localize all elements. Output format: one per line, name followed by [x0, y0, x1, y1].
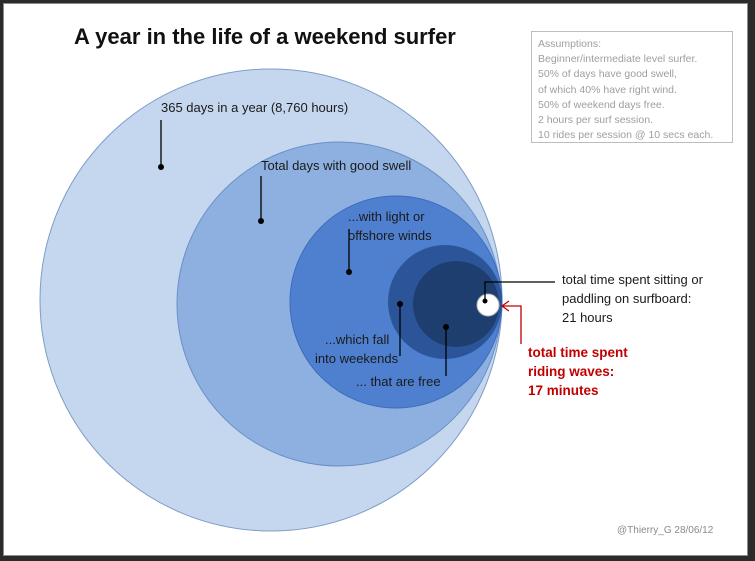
assumption-line: 50% of days have good swell, — [538, 68, 677, 81]
label-light-winds: ...with light or offshore winds — [348, 207, 432, 245]
assumption-line: Beginner/intermediate level surfer. — [538, 53, 698, 66]
assumption-line: 50% of weekend days free. — [538, 98, 665, 111]
label-weekends-line: ...which fall — [325, 332, 390, 347]
circle-sitting — [476, 293, 500, 317]
assumption-line: 2 hours per surf session. — [538, 114, 653, 127]
label-riding-line: total time spent — [528, 345, 628, 360]
assumptions-box: Assumptions: Beginner/intermediate level… — [531, 31, 733, 143]
label-riding: total time spent riding waves: 17 minute… — [528, 343, 628, 400]
circle-free — [413, 261, 499, 347]
label-light-winds-line: ...with light or — [348, 209, 425, 224]
label-riding-line: 17 minutes — [528, 383, 599, 398]
label-sitting-line: 21 hours — [562, 310, 613, 325]
label-weekends-line: into weekends — [315, 351, 399, 366]
arrowhead-riding — [500, 300, 510, 312]
label-light-winds-line: offshore winds — [348, 228, 432, 243]
leader-line-sitting — [484, 281, 555, 301]
leader-line-riding — [503, 305, 522, 344]
assumption-line: of which 40% have right wind. — [538, 83, 677, 96]
label-sitting-line: total time spent sitting or — [562, 272, 703, 287]
assumption-line: 10 rides per session @ 10 secs each. — [538, 129, 714, 142]
label-weekends: ...which fall into weekends — [315, 330, 398, 368]
label-good-swell: Total days with good swell — [261, 158, 412, 173]
page-title: A year in the life of a weekend surfer — [74, 24, 456, 49]
credit-text: @Thierry_G 28/06/12 — [617, 525, 714, 536]
label-sitting-line: paddling on surfboard: — [562, 291, 692, 306]
label-year: 365 days in a year (8,760 hours) — [161, 100, 349, 115]
label-free: ... that are free — [356, 374, 441, 389]
label-sitting: total time spent sitting or paddling on … — [562, 270, 703, 327]
assumptions-heading: Assumptions: — [538, 38, 602, 50]
label-riding-line: riding waves: — [528, 364, 615, 379]
